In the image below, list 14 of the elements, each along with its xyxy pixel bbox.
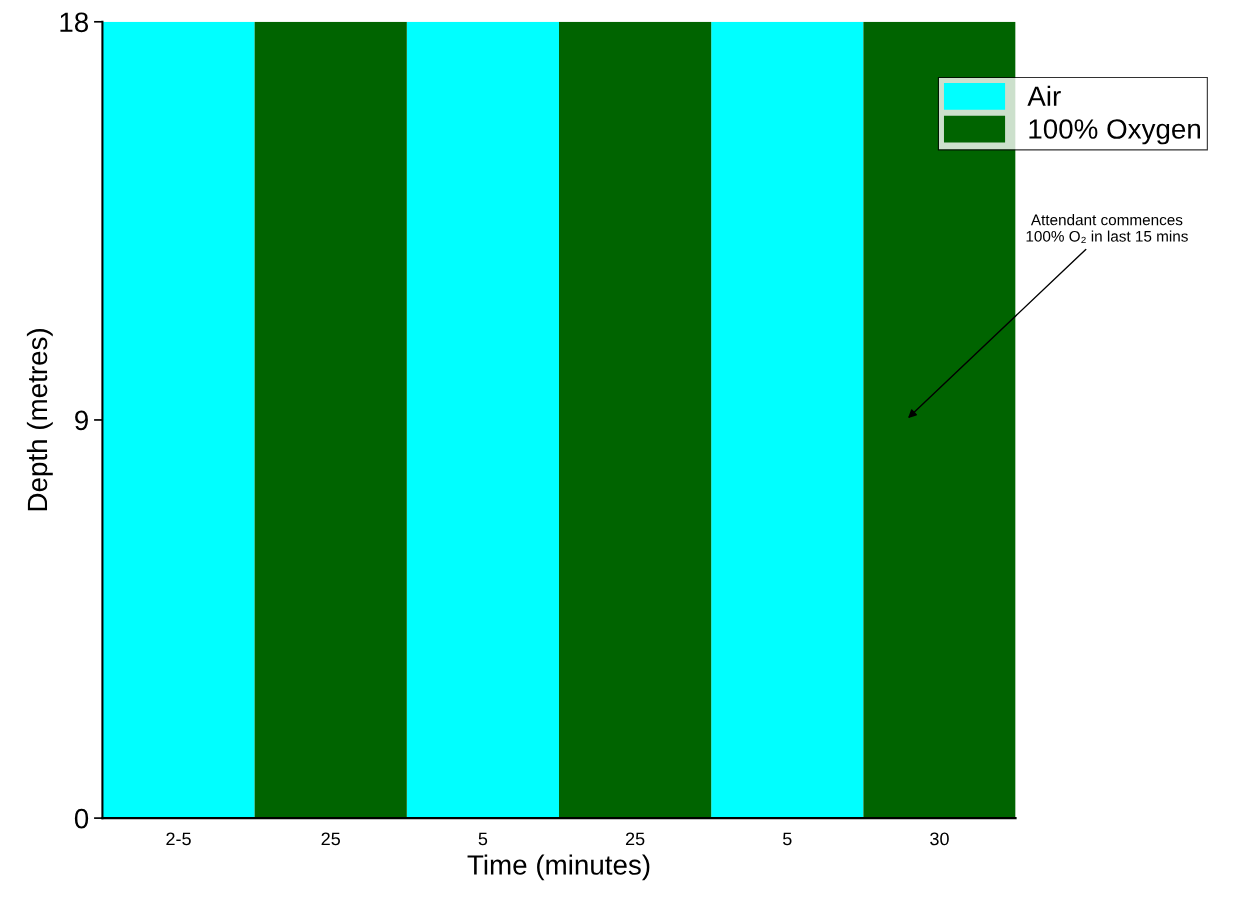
y-axis-title: Depth (metres): [26, 329, 53, 511]
y-tick-label: 0: [74, 808, 89, 829]
x-axis-title: Time (minutes): [467, 854, 650, 881]
x-tick-label: 25: [321, 832, 340, 846]
legend-label: 100% Oxygen: [1029, 119, 1200, 145]
x-tick-label: 30: [930, 832, 949, 846]
y-tick-label: 18: [60, 12, 89, 33]
x-tick-label: 5: [782, 832, 792, 846]
text: Attendant commences 100% O₂ in last 15 mins: [1026, 214, 1188, 243]
legend-label: Air: [1027, 85, 1061, 106]
x-tick-label: 2-5: [166, 832, 191, 846]
x-tick-label: 5: [478, 832, 488, 846]
y-tick-label: 9: [75, 410, 88, 431]
x-tick-label: 25: [625, 832, 645, 846]
